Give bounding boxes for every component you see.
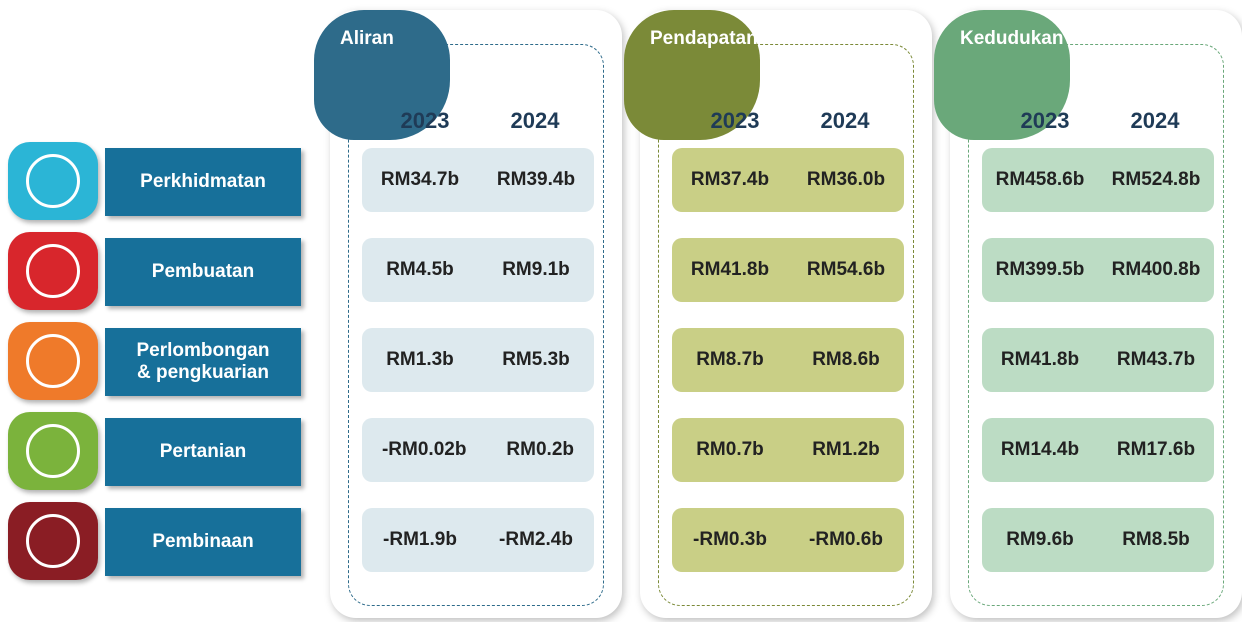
value-cell: RM37.4b RM36.0b (672, 148, 904, 212)
value-cell: RM9.6b RM8.5b (982, 508, 1214, 572)
value: RM8.5b (1122, 529, 1190, 550)
value-cell: RM0.7b RM1.2b (672, 418, 904, 482)
panel-border (658, 44, 914, 606)
value: RM524.8b (1111, 169, 1201, 190)
year-header: 2023 (400, 108, 450, 133)
year-header: 2023 (1020, 108, 1070, 133)
value: -RM2.4b (499, 529, 573, 550)
value: RM9.1b (502, 259, 570, 280)
value: RM4.5b (386, 259, 454, 280)
value: -RM0.3b (693, 529, 767, 550)
value-cell: RM14.4b RM17.6b (982, 418, 1214, 482)
value: RM14.4b (1000, 439, 1080, 460)
sector-label: Perkhidmatan (105, 148, 301, 216)
value: -RM0.02b (381, 439, 467, 460)
value-cell: -RM0.02b RM0.2b (362, 418, 594, 482)
value-cell: RM8.7b RM8.6b (672, 328, 904, 392)
sector-icon (8, 412, 98, 490)
icon-ring (26, 334, 80, 388)
value-cell: RM41.8b RM54.6b (672, 238, 904, 302)
value-cell: RM34.7b RM39.4b (362, 148, 594, 212)
year-header: 2024 (1130, 108, 1180, 133)
value: RM0.7b (696, 439, 764, 460)
value: RM39.4b (496, 169, 576, 190)
value: -RM1.9b (383, 529, 457, 550)
panel: Aliran 2023 2024 RM34.7b RM39.4b RM4.5b RM9.1b… (314, 10, 622, 618)
icon-ring (26, 424, 80, 478)
value-cell: RM41.8b RM43.7b (982, 328, 1214, 392)
sector-label: Pertanian (105, 418, 301, 486)
value: RM41.8b (690, 259, 770, 280)
value: RM36.0b (806, 169, 886, 190)
year-header: 2023 (710, 108, 760, 133)
panel: Kedudukan 2023 2024 RM458.6b RM524.8b RM399.5… (934, 10, 1242, 618)
value: RM1.2b (812, 439, 880, 460)
value: -RM0.6b (809, 529, 883, 550)
value: RM9.6b (1006, 529, 1074, 550)
year-header: 2024 (820, 108, 870, 133)
value: RM54.6b (806, 259, 886, 280)
year-header: 2024 (510, 108, 560, 133)
sector-label: Pembinaan (105, 508, 301, 576)
value: RM0.2b (506, 439, 574, 460)
value: RM37.4b (690, 169, 770, 190)
value: RM399.5b (995, 259, 1085, 280)
sector-label: Pembuatan (105, 238, 301, 306)
value: RM43.7b (1116, 349, 1196, 370)
value: RM34.7b (380, 169, 460, 190)
sector-label: Perlombongan & pengkuarian (105, 328, 301, 396)
value: RM8.6b (812, 349, 880, 370)
sector-icon (8, 142, 98, 220)
value-cell: -RM0.3b -RM0.6b (672, 508, 904, 572)
panel-tab: Kedudukan (934, 10, 1070, 140)
value-cell: RM1.3b RM5.3b (362, 328, 594, 392)
sector-icon (8, 232, 98, 310)
value: RM1.3b (386, 349, 454, 370)
value: RM41.8b (1000, 349, 1080, 370)
value: RM458.6b (995, 169, 1085, 190)
value: RM8.7b (696, 349, 764, 370)
sector-icon (8, 502, 98, 580)
value: RM17.6b (1116, 439, 1196, 460)
panel-border (348, 44, 604, 606)
panel-tab: Pendapatan (624, 10, 760, 140)
icon-ring (26, 244, 80, 298)
value: RM5.3b (502, 349, 570, 370)
panel: Pendapatan 2023 2024 RM37.4b RM36.0b RM41.8b R… (624, 10, 932, 618)
value-cell: RM399.5b RM400.8b (982, 238, 1214, 302)
value-cell: -RM1.9b -RM2.4b (362, 508, 594, 572)
value-cell: RM4.5b RM9.1b (362, 238, 594, 302)
value: RM400.8b (1111, 259, 1201, 280)
icon-ring (26, 514, 80, 568)
icon-ring (26, 154, 80, 208)
sector-icon (8, 322, 98, 400)
panel-border (968, 44, 1224, 606)
panel-tab: Aliran (314, 10, 450, 140)
value-cell: RM458.6b RM524.8b (982, 148, 1214, 212)
